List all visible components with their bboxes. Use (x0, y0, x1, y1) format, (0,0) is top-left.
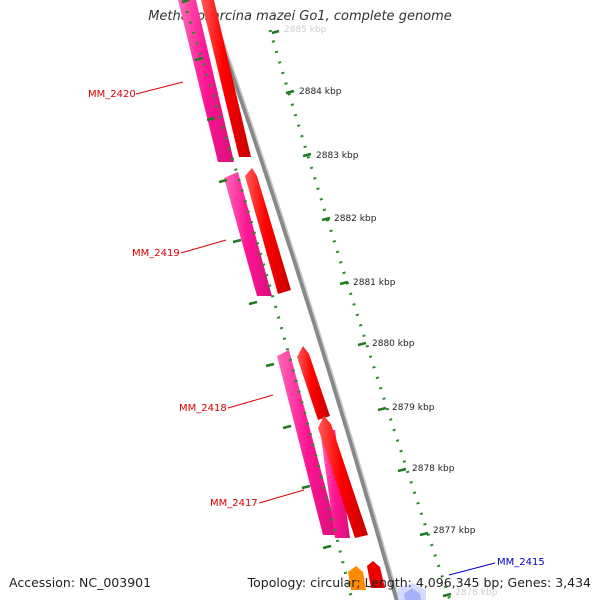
gene-red-partial[interactable] (367, 561, 385, 588)
gene-mm2415-halo (398, 583, 426, 600)
gene-label-mm2419[interactable]: MM_2419 (132, 248, 180, 259)
kbp-label: 2882 kbp (334, 214, 377, 224)
gene-mm2419-reverse[interactable] (224, 172, 272, 296)
genome-summary-text: Topology: circular; Length: 4,096,345 bp… (247, 575, 591, 590)
leader-line-mm2418 (227, 394, 274, 409)
map-title: Methanosarcina mazei Go1, complete genom… (148, 9, 452, 24)
genome-backbone (204, 0, 400, 600)
gene-label-mm2417[interactable]: MM_2417 (210, 498, 258, 509)
gene-mm2420-forward[interactable] (201, 0, 251, 157)
kbp-label: 2883 kbp (316, 151, 359, 161)
kbp-label: 2885 kbp (284, 25, 327, 35)
gene-mm2417-forward[interactable] (318, 416, 368, 538)
gene-label-mm2415[interactable]: MM_2415 (497, 557, 545, 568)
gene-mm2418-reverse[interactable] (277, 350, 338, 535)
leader-line-mm2419 (180, 239, 227, 254)
leader-line-mm2420 (135, 81, 184, 95)
gene-mm2420-reverse[interactable] (178, 0, 234, 162)
kbp-label: 2877 kbp (433, 526, 476, 536)
accession-text: Accession: NC_003901 (9, 575, 152, 590)
kbp-label: 2880 kbp (372, 339, 415, 349)
kbp-label: 2881 kbp (353, 278, 396, 288)
kbp-label: 2884 kbp (299, 87, 342, 97)
gene-mm2417-reverse[interactable] (320, 430, 350, 538)
leader-line-mm2417 (258, 489, 305, 504)
kbp-label: 2876 kbp (455, 588, 498, 598)
gene-orange-partial[interactable] (348, 566, 366, 590)
gene-mm2418-forward[interactable] (297, 346, 330, 420)
gene-label-mm2420[interactable]: MM_2420 (88, 89, 136, 100)
inner-major-ticks (181, 0, 332, 550)
outer-major-ticks (271, 29, 452, 598)
kbp-label: 2878 kbp (412, 464, 455, 474)
gene-mm2419-forward[interactable] (245, 168, 291, 294)
kbp-label: 2879 kbp (392, 403, 435, 413)
gene-label-mm2418[interactable]: MM_2418 (179, 403, 227, 414)
leader-line-mm2415 (448, 562, 496, 576)
